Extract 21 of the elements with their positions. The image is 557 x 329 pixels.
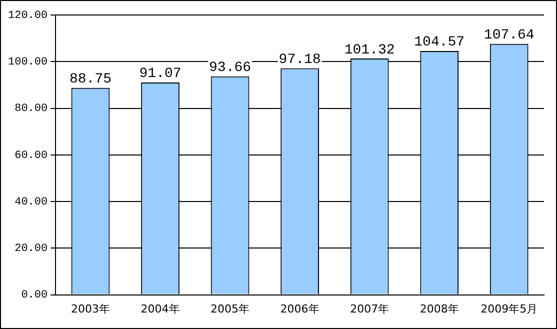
y-tick-label: 40.00 xyxy=(14,196,48,208)
data-label: 88.75 xyxy=(69,72,112,88)
x-tick-label: 2007年 xyxy=(350,302,390,316)
y-tick-label: 100.00 xyxy=(8,56,48,69)
data-label: 104.57 xyxy=(414,34,465,51)
x-tick-label: 2004年 xyxy=(140,302,180,316)
data-label: 107.64 xyxy=(484,28,534,44)
y-tick-label: 120.00 xyxy=(8,10,48,22)
y-tick-label: 80.00 xyxy=(14,103,48,116)
data-label: 93.66 xyxy=(209,60,252,76)
data-label: 101.32 xyxy=(344,42,395,58)
data-label: 97.18 xyxy=(278,52,321,68)
x-tick-label: 2008年 xyxy=(420,302,459,316)
y-tick-label: 20.00 xyxy=(14,243,48,256)
x-tick-label: 2009年5月 xyxy=(480,302,538,316)
x-tick-label: 2003年 xyxy=(70,302,110,316)
x-tick-label: 2005年 xyxy=(210,302,250,316)
y-tick-label: 60.00 xyxy=(14,150,48,162)
x-tick-label: 2006年 xyxy=(280,302,320,316)
y-tick-label: 0.00 xyxy=(21,290,48,302)
data-label: 91.07 xyxy=(139,66,182,82)
